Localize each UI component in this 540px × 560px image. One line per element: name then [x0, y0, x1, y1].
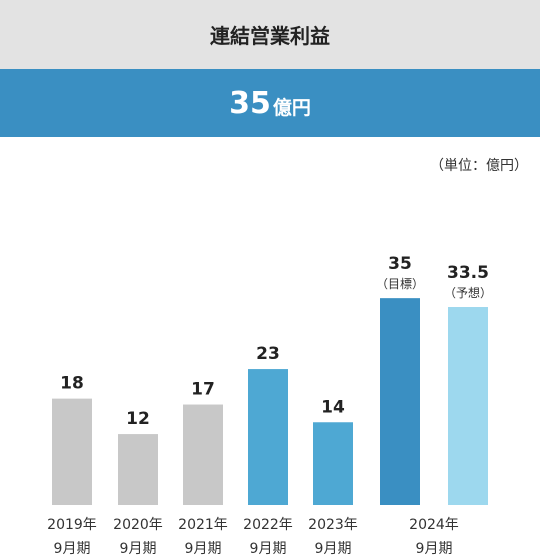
bar [448, 307, 488, 505]
category-label-period: 9月期 [416, 541, 453, 557]
headline-unit: 億円 [272, 97, 311, 119]
category-label-year: 2019年 [47, 517, 97, 533]
category-label-period: 9月期 [54, 541, 91, 557]
bar-value-label: 17 [191, 380, 215, 400]
chart-title: 連結営業利益 [210, 24, 330, 48]
bar [118, 434, 158, 505]
headline-value: 35 [229, 85, 271, 121]
bar-value-label: 12 [126, 409, 150, 429]
bar [183, 404, 223, 505]
bar-value-label: 23 [256, 344, 280, 364]
category-label-year: 2023年 [308, 517, 358, 533]
category-label-period: 9月期 [315, 541, 352, 557]
headline-value-bar: 35 億円 [0, 69, 540, 137]
category-label-period: 9月期 [120, 541, 157, 557]
category-label-year: 2022年 [243, 517, 293, 533]
bar [380, 298, 420, 505]
category-label-period: 9月期 [185, 541, 222, 557]
bar-value-label: 33.5 [447, 263, 489, 283]
bar [313, 422, 353, 505]
category-label-period: 9月期 [250, 541, 287, 557]
bar [52, 398, 92, 505]
bar-value-label: 14 [321, 397, 345, 417]
bar [248, 369, 288, 505]
bar-sublabel: （予想） [444, 285, 492, 300]
bar-sublabel: （目標） [376, 277, 424, 291]
chart-title-bar: 連結営業利益 [0, 0, 540, 69]
bar-value-label: 35 [388, 254, 412, 274]
bar-value-label: 18 [60, 374, 84, 394]
category-label-year: 2021年 [178, 517, 228, 533]
unit-note: （単位：億円） [430, 158, 528, 174]
category-label-year: 2020年 [113, 517, 163, 533]
category-label-year: 2024年 [409, 517, 459, 533]
